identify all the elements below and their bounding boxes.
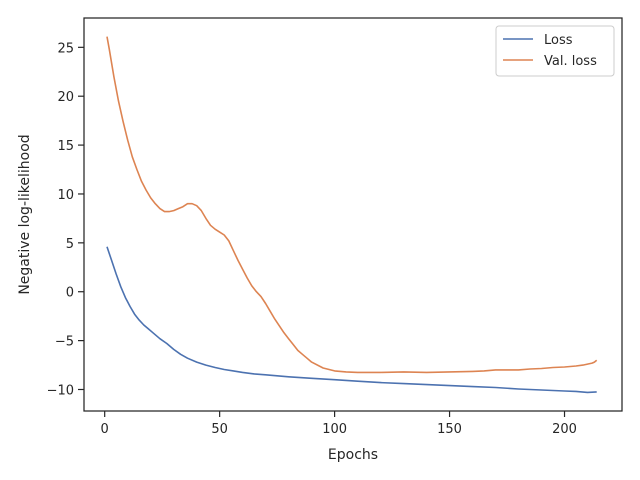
x-tick-label: 200	[552, 422, 577, 437]
legend-label-val-loss: Val. loss	[544, 54, 597, 69]
legend-label-loss: Loss	[544, 33, 573, 48]
x-axis-label: Epochs	[328, 447, 378, 463]
y-tick-label: 25	[57, 41, 74, 56]
x-tick-label: 0	[101, 422, 109, 437]
y-tick-label: 5	[66, 237, 74, 252]
x-axis: 0 50 100 150 200	[101, 411, 577, 437]
y-tick-label: 20	[57, 90, 74, 105]
loss-line	[106, 246, 597, 394]
y-tick-label: 15	[57, 139, 74, 154]
y-tick-label: 0	[66, 286, 74, 301]
y-tick-label: −10	[47, 383, 74, 398]
x-tick-label: 100	[322, 422, 347, 437]
plot-frame	[83, 17, 623, 412]
y-axis: −10 −5 0 5 10 15 20 25	[47, 41, 84, 398]
series-layer	[106, 36, 598, 394]
x-tick-label: 150	[437, 422, 462, 437]
y-tick-label: 10	[57, 188, 74, 203]
legend: Loss Val. loss	[495, 25, 615, 77]
x-tick-label: 50	[211, 422, 228, 437]
val-loss-line	[106, 36, 598, 374]
plot-background	[84, 18, 622, 411]
y-axis-label: Negative log-likelihood	[17, 134, 33, 294]
y-tick-label: −5	[55, 335, 74, 350]
